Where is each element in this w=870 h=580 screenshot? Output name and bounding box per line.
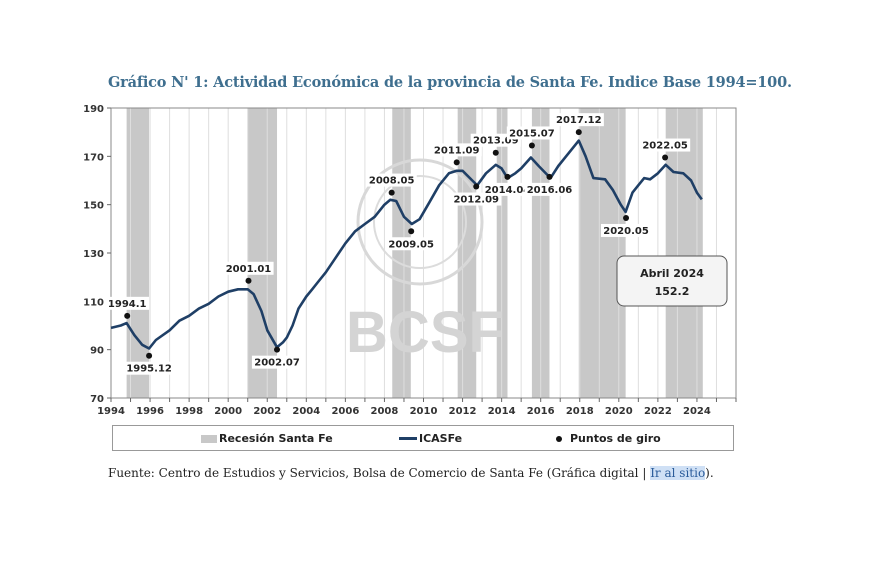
turning-point-label: 2016.06	[527, 185, 573, 196]
turning-point-label: 2020.05	[603, 226, 649, 237]
y-tick-label: 70	[90, 394, 104, 405]
turning-point	[245, 277, 252, 284]
x-tick-label: 2014	[488, 406, 516, 417]
x-tick-label: 2000	[214, 406, 242, 417]
line-swatch-icon	[399, 437, 417, 440]
turning-point-label-bg	[506, 126, 557, 140]
source-text: Fuente: Centro de Estudios y Servicios, …	[108, 466, 651, 480]
legend-item-recession: Recesión Santa Fe	[201, 432, 333, 445]
turning-point	[623, 214, 630, 221]
source-link[interactable]: Ir al sitio	[650, 466, 706, 480]
turning-point-label: 2013.09	[473, 136, 519, 147]
turning-point-label-bg	[366, 173, 417, 187]
turning-point	[662, 154, 669, 161]
turning-point	[492, 149, 499, 156]
legend-item-turning-points: Puntos de giro	[556, 432, 661, 445]
turning-point	[274, 346, 281, 353]
x-tick-label: 2004	[292, 406, 320, 417]
recession-band	[126, 108, 150, 398]
turning-point-label-bg	[640, 138, 691, 152]
turning-point	[546, 173, 553, 180]
recession-band	[247, 108, 278, 398]
turning-point-label: 2011.09	[434, 145, 480, 156]
turning-point	[388, 189, 395, 196]
turning-point-label-bg	[431, 143, 482, 157]
turning-point-label: 1995.12	[126, 364, 172, 375]
x-tick-label: 2016	[527, 406, 555, 417]
turning-point-label: 2017.12	[556, 115, 602, 126]
turning-point	[528, 142, 535, 149]
source-suffix: ).	[705, 466, 714, 480]
svg-text:BCSF: BCSF	[346, 300, 504, 365]
turning-point-label-bg	[553, 113, 604, 127]
recession-swatch-icon	[201, 434, 217, 443]
watermark: BCSF	[346, 158, 504, 365]
turning-point-label-bg	[386, 237, 437, 251]
legend-label: ICASFe	[419, 432, 463, 445]
x-tick-label: 2020	[605, 406, 633, 417]
y-tick-label: 90	[90, 346, 104, 357]
x-tick-label: 2008	[371, 406, 399, 417]
series-line-icasfe	[110, 139, 703, 350]
y-tick-label: 130	[83, 249, 104, 260]
x-tick-label: 2024	[683, 406, 711, 417]
turning-point-label: 2022.05	[642, 141, 688, 152]
legend-item-icasfe: ICASFe	[399, 432, 462, 445]
turning-point-label: 2008.05	[369, 176, 415, 187]
turning-point-label: 2001.01	[226, 264, 272, 275]
y-tick-label: 170	[83, 152, 104, 163]
turning-point	[453, 159, 460, 166]
turning-point-label-bg	[105, 296, 150, 310]
turning-point-label-bg	[223, 261, 274, 275]
turning-point-label: 2012.09	[453, 195, 499, 206]
turning-point	[504, 173, 511, 180]
turning-point	[146, 352, 153, 359]
x-tick-label: 2010	[410, 406, 438, 417]
turning-point	[473, 183, 480, 190]
turning-point	[408, 228, 415, 235]
x-tick-label: 1998	[175, 406, 203, 417]
legend-label: Recesión Santa Fe	[219, 432, 333, 445]
legend: Recesión Santa Fe ICASFe Puntos de giro	[112, 425, 734, 451]
x-tick-label: 1996	[136, 406, 164, 417]
y-tick-label: 190	[83, 104, 104, 115]
turning-point	[124, 312, 131, 319]
legend-label: Puntos de giro	[570, 432, 661, 445]
x-tick-label: 2006	[331, 406, 359, 417]
x-tick-label: 1994	[97, 406, 125, 417]
y-tick-label: 110	[83, 297, 104, 308]
y-tick-label: 150	[83, 201, 104, 212]
turning-point-label-bg	[123, 361, 175, 375]
x-tick-label: 2002	[253, 406, 281, 417]
source-note: Fuente: Centro de Estudios y Servicios, …	[108, 466, 714, 480]
x-tick-label: 2022	[644, 406, 672, 417]
turning-point	[575, 129, 582, 136]
turning-point-label: 2015.07	[509, 128, 555, 139]
turning-point-label-bg	[600, 223, 652, 237]
turning-point-label: 2014.04	[485, 185, 531, 196]
turning-point-label-bg	[482, 182, 533, 196]
turning-point-label: 1994.1	[108, 299, 147, 310]
annotation-line2: 152.2	[655, 285, 690, 298]
turning-point-label-bg	[524, 182, 575, 196]
x-tick-label: 2012	[449, 406, 477, 417]
x-tick-label: 2018	[566, 406, 594, 417]
chart-title: Gráfico N' 1: Actividad Económica de la …	[108, 74, 792, 91]
dot-swatch-icon	[556, 435, 562, 442]
turning-point-label: 2002.07	[254, 358, 300, 369]
turning-point-label-bg	[251, 355, 303, 369]
annotation-box: Abril 2024 152.2	[616, 255, 728, 307]
turning-point-label: 2009.05	[388, 239, 434, 250]
annotation-line1: Abril 2024	[640, 267, 704, 280]
